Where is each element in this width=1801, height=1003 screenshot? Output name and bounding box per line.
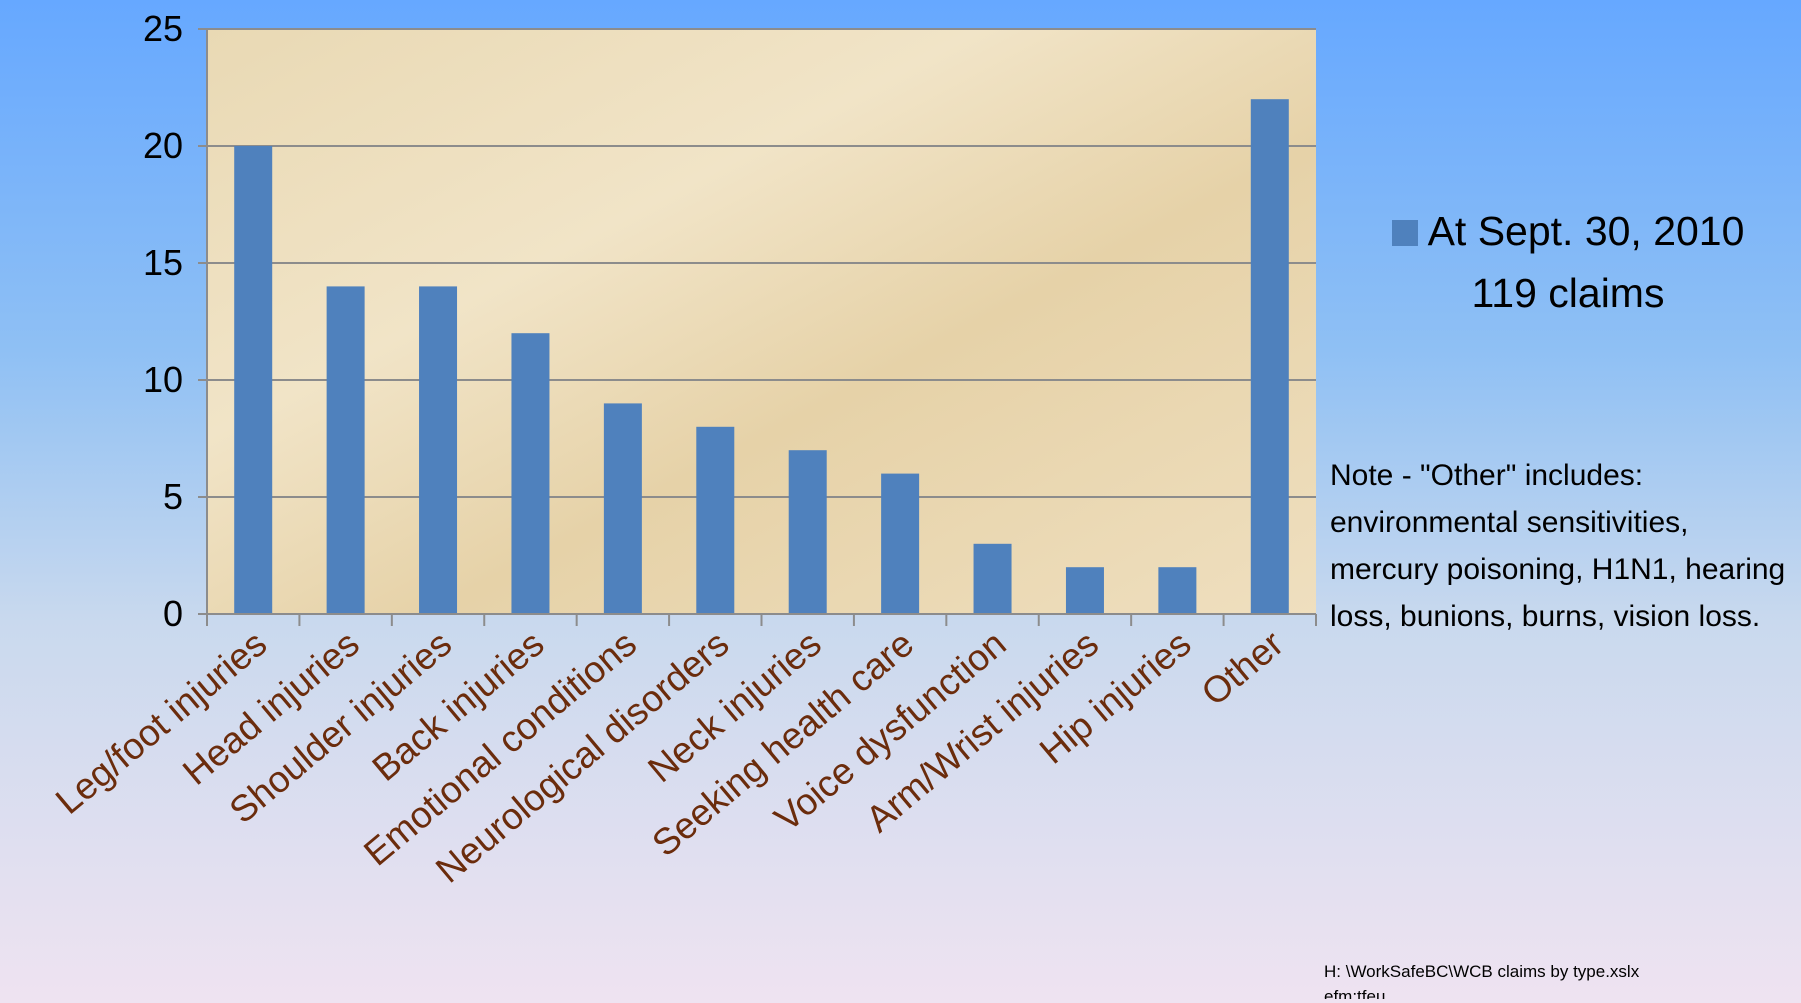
bar [696, 426, 735, 614]
legend-swatch [1391, 220, 1418, 246]
other-category-note: Note - "Other" includes: environmental s… [1330, 459, 1786, 633]
bar [973, 543, 1012, 614]
gridlines [207, 28, 1316, 498]
bar [603, 403, 642, 614]
category-label: Other [1194, 623, 1291, 714]
legend: At Sept. 30, 2010 119 claims [1363, 200, 1773, 324]
bar [511, 333, 550, 614]
plot-area [207, 29, 1316, 614]
bars [234, 99, 1289, 614]
bar [788, 450, 827, 614]
y-tick-labels: 0 5 10 15 20 25 [143, 8, 183, 634]
bar [419, 286, 458, 614]
bar [234, 146, 273, 614]
y-tick-label: 5 [163, 476, 183, 517]
bar [1065, 567, 1104, 614]
bar [326, 286, 365, 614]
bar [1250, 99, 1289, 614]
bar [881, 473, 920, 614]
y-tick-label: 25 [143, 8, 183, 49]
source-file-path: H: \WorkSafeBC\WCB claims by type.xslx e… [1324, 962, 1640, 999]
legend-series-entry: At Sept. 30, 2010 [1363, 200, 1773, 262]
y-tick-label: 10 [143, 359, 183, 400]
y-tick-label: 20 [143, 125, 183, 166]
legend-series-label: At Sept. 30, 2010 [1427, 208, 1745, 254]
bar [1158, 567, 1197, 614]
axes [198, 28, 1317, 626]
y-tick-label: 0 [163, 593, 183, 634]
y-tick-label: 15 [143, 242, 183, 283]
legend-claims-total: 119 claims [1471, 270, 1665, 316]
